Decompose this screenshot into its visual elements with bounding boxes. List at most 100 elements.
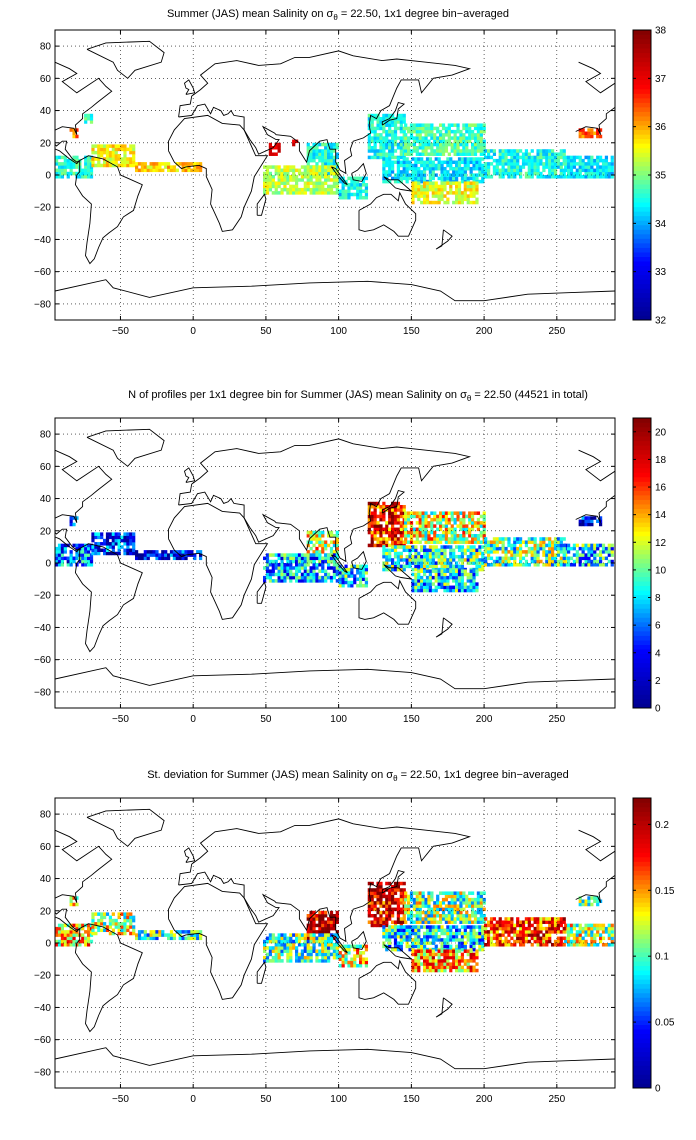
data-cell <box>89 117 94 121</box>
data-cell <box>456 142 460 147</box>
data-cell <box>399 947 403 952</box>
data-cell <box>481 567 485 572</box>
data-cell <box>575 155 579 160</box>
data-cell <box>100 928 104 933</box>
data-cell <box>578 171 582 176</box>
data-cell <box>443 170 447 174</box>
coastline-north-america <box>55 61 113 165</box>
data-cell <box>402 564 406 569</box>
data-cell <box>271 949 275 953</box>
data-cell <box>382 904 386 908</box>
data-cell <box>94 163 98 168</box>
data-cell <box>297 936 302 941</box>
data-cell <box>575 543 579 548</box>
data-cell <box>379 917 383 921</box>
data-cell <box>315 936 319 941</box>
data-cell <box>453 891 457 895</box>
data-cell <box>590 165 594 169</box>
data-cell <box>367 517 371 522</box>
data-cell <box>569 923 574 928</box>
data-cell <box>105 147 110 152</box>
data-cell <box>457 194 462 198</box>
data-cell <box>149 553 153 557</box>
data-cell <box>423 564 427 569</box>
data-cell <box>391 888 395 892</box>
data-cell <box>373 891 377 895</box>
data-cell <box>601 158 606 163</box>
data-cell <box>280 946 284 950</box>
data-cell <box>103 160 107 165</box>
data-cell <box>396 554 401 559</box>
data-cell <box>443 928 447 933</box>
colorbar-segment <box>633 102 651 108</box>
data-cell <box>409 514 414 519</box>
data-cell <box>444 514 449 519</box>
data-cell <box>431 934 435 939</box>
coastline-uk <box>183 79 196 95</box>
data-cell <box>424 521 428 525</box>
data-cell <box>396 551 401 556</box>
data-cell <box>456 136 460 140</box>
colorbar-segment <box>633 617 651 623</box>
data-cell <box>359 186 363 190</box>
data-cell <box>300 933 305 937</box>
data-cell <box>268 959 273 963</box>
data-cell <box>601 936 606 941</box>
data-cell <box>399 508 403 512</box>
data-cell <box>297 563 302 567</box>
data-cell <box>427 521 431 525</box>
data-cell <box>196 933 200 937</box>
data-cell <box>457 554 462 559</box>
data-cell <box>468 530 472 535</box>
data-cell <box>460 173 465 177</box>
data-cell <box>338 577 342 582</box>
data-cell <box>428 157 433 161</box>
data-cell <box>274 171 278 176</box>
data-cell <box>578 926 582 931</box>
data-cell <box>545 553 549 557</box>
data-cell <box>132 160 136 165</box>
data-cell <box>393 567 398 572</box>
data-cell <box>584 933 588 937</box>
data-cell <box>457 166 462 171</box>
data-cell <box>315 165 319 169</box>
data-cell <box>581 902 585 907</box>
data-cell <box>286 959 290 963</box>
data-cell <box>450 891 454 895</box>
data-cell <box>471 897 475 902</box>
data-cell <box>411 157 415 161</box>
data-cell <box>379 149 383 153</box>
data-cell <box>271 559 275 564</box>
data-region-8 <box>292 139 299 147</box>
data-cell <box>463 191 467 195</box>
data-cell <box>402 120 406 124</box>
data-cell <box>123 157 127 161</box>
data-cell <box>309 187 313 192</box>
data-cell <box>72 155 76 160</box>
data-cell <box>292 572 296 577</box>
data-cell <box>158 553 162 557</box>
data-cell <box>382 142 386 147</box>
data-cell <box>424 527 428 532</box>
data-cell <box>364 580 369 585</box>
colorbar-segment <box>633 544 651 550</box>
data-cell <box>364 183 369 187</box>
data-cell <box>492 559 497 564</box>
data-cell <box>507 559 511 564</box>
data-cell <box>376 505 380 509</box>
data-cell <box>569 939 574 944</box>
data-cell <box>437 579 441 583</box>
data-cell <box>382 166 386 171</box>
data-cell <box>359 944 363 949</box>
data-cell <box>479 534 483 538</box>
data-cell <box>478 170 482 174</box>
data-cell <box>601 168 606 173</box>
data-cell <box>604 930 609 934</box>
data-cell <box>587 162 591 166</box>
data-cell <box>607 165 611 169</box>
data-cell <box>300 955 305 960</box>
data-cell <box>446 181 450 185</box>
data-cell <box>459 537 463 541</box>
data-cell <box>460 200 465 205</box>
data-cell <box>411 558 415 562</box>
